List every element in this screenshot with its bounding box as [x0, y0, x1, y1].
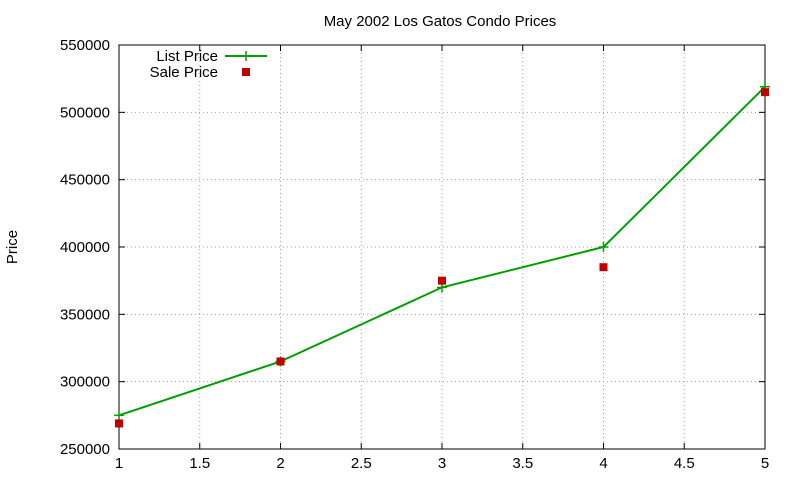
list-price-point	[114, 410, 124, 421]
x-tick-label: 3	[438, 455, 446, 472]
x-tick-label: 3.5	[512, 455, 533, 472]
sale-price-point	[438, 276, 446, 285]
legend-label: List Price	[156, 48, 218, 65]
x-tick-label: 2	[276, 455, 284, 472]
y-tick-label: 550000	[60, 37, 110, 54]
x-tick-label: 5	[761, 455, 769, 472]
x-tick-label: 1.5	[189, 455, 210, 472]
sale-price-point	[276, 357, 285, 366]
legend-square-marker	[242, 68, 250, 76]
chart-title: May 2002 Los Gatos Condo Prices	[324, 13, 557, 30]
sale-price-point	[761, 88, 769, 97]
x-tick-label: 2.5	[351, 455, 372, 472]
legend-plus-marker	[241, 51, 251, 61]
axes: 250000 300000 350000 400000 450000 500000 5500…	[60, 37, 769, 472]
legend-label: Sale Price	[150, 64, 218, 81]
x-tick-label: 4	[599, 455, 607, 472]
y-tick-label: 450000	[60, 172, 110, 189]
sale-price-point	[599, 263, 608, 272]
y-tick-label: 400000	[60, 239, 110, 256]
y-tick-label: 300000	[60, 374, 110, 391]
x-tick-label: 1	[115, 455, 123, 472]
x-tick-label: 4.5	[674, 455, 695, 472]
y-tick-label: 250000	[60, 441, 110, 458]
y-tick-label: 500000	[60, 104, 110, 121]
plot-area	[114, 81, 770, 428]
list-price-point	[598, 242, 609, 252]
y-axis-label: Price	[4, 230, 21, 264]
y-tick-label: 350000	[60, 306, 110, 323]
sale-price-point	[115, 419, 123, 428]
gridlines	[119, 45, 765, 449]
list-price-line	[118, 86, 766, 417]
